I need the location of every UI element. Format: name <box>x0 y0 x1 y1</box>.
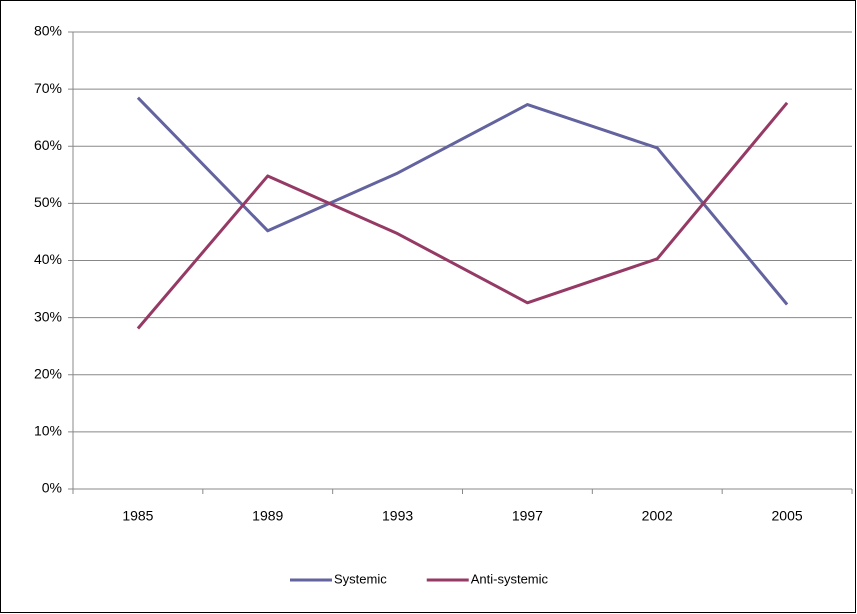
y-tick-label: 20% <box>34 365 62 381</box>
x-tick-label: 1989 <box>252 508 283 524</box>
legend-label: Systemic <box>334 571 387 586</box>
legend-label: Anti-systemic <box>471 571 549 586</box>
y-tick-label: 40% <box>34 251 62 267</box>
y-tick-label: 80% <box>34 23 62 39</box>
x-tick-label: 1993 <box>382 508 413 524</box>
series-line <box>136 96 789 306</box>
x-tick-label: 2002 <box>642 508 673 524</box>
legend: Systemic Anti-systemic <box>290 571 549 586</box>
y-tick-label: 0% <box>42 480 62 496</box>
y-tick-label: 50% <box>34 194 62 210</box>
series-line <box>136 101 789 330</box>
y-tick-label: 30% <box>34 308 62 324</box>
y-tick-label: 60% <box>34 137 62 153</box>
x-tick-label: 2005 <box>772 508 803 524</box>
x-tick-label: 1997 <box>512 508 543 524</box>
y-tick-label: 10% <box>34 423 62 439</box>
y-tick-label: 70% <box>34 80 62 96</box>
x-tick-label: 1985 <box>122 508 153 524</box>
